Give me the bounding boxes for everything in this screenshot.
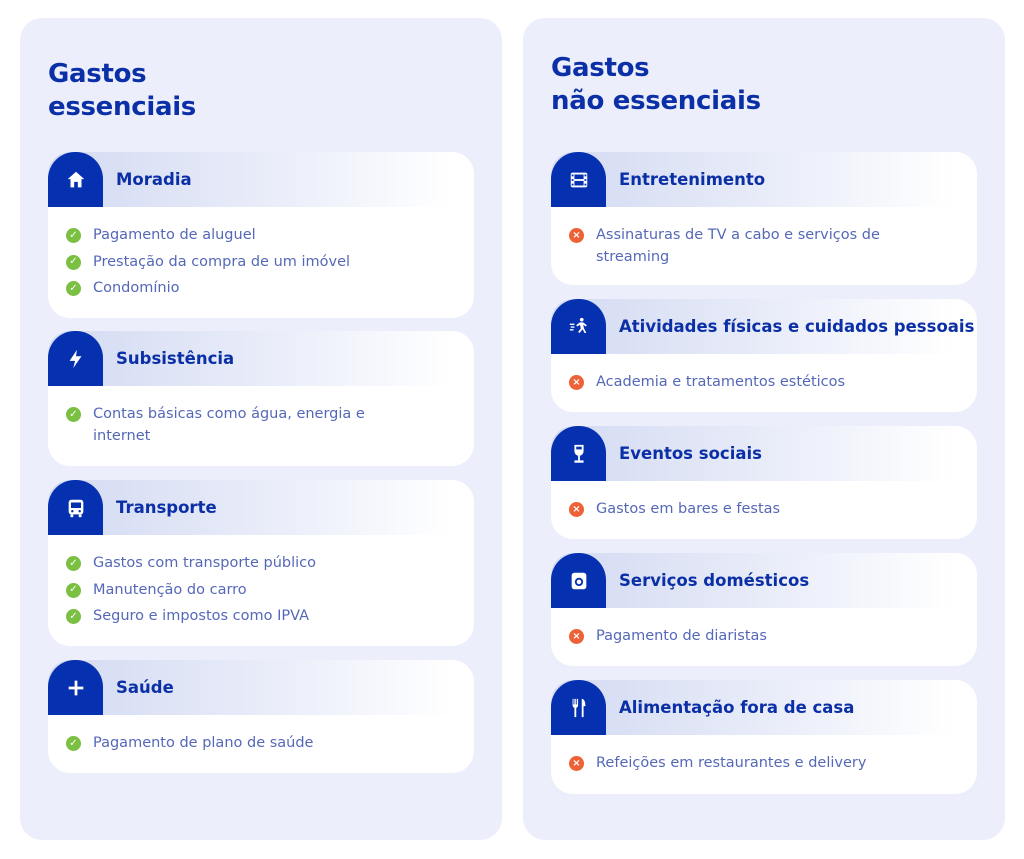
title-line: essenciais — [48, 92, 196, 122]
item-text: Gastos com transporte público — [93, 555, 317, 571]
category-card: Transporte ✓ Gastos com transporte público… — [48, 480, 474, 646]
list-item: ✓ Contas básicas como água, energia e int… — [66, 404, 366, 447]
cross-icon: × — [569, 375, 584, 390]
item-list: × Assinaturas de TV a cabo e serviços de … — [551, 207, 977, 268]
category-card: Eventos sociais × Gastos em bares e festas — [551, 426, 977, 539]
cross-icon: × — [569, 502, 584, 517]
card-title: Subsistência — [116, 349, 235, 368]
item-text: Assinaturas de TV a cabo e serviços de s… — [596, 227, 880, 265]
check-icon: ✓ — [66, 254, 81, 270]
card-title: Atividades físicas e cuidados pessoais — [619, 317, 975, 336]
item-text: Gastos em bares e festas — [596, 501, 781, 517]
running-person-icon — [551, 299, 606, 354]
card-title: Saúde — [116, 678, 174, 697]
plus-icon — [48, 660, 103, 715]
list-item: ✓ Gastos com transporte público — [66, 553, 454, 575]
item-list: ✓ Gastos com transporte público ✓ Manutençã… — [48, 535, 474, 628]
fork-knife-icon — [551, 680, 606, 735]
item-text: Condomínio — [93, 280, 180, 296]
title-line: Gastos — [551, 53, 650, 83]
check-icon: ✓ — [66, 556, 81, 571]
washing-machine-icon — [551, 553, 606, 608]
check-icon: ✓ — [66, 582, 81, 598]
cross-icon: × — [569, 228, 584, 243]
category-card: Alimentação fora de casa × Refeições em re… — [551, 680, 977, 794]
category-card: Atividades físicas e cuidados pessoais × A… — [551, 299, 977, 412]
card-header: Entretenimento — [551, 152, 977, 207]
check-icon: ✓ — [66, 736, 81, 751]
card-title: Transporte — [116, 498, 217, 517]
item-text: Pagamento de aluguel — [93, 227, 256, 243]
item-text: Pagamento de plano de saúde — [93, 735, 314, 751]
item-text: Academia e tratamentos estéticos — [596, 374, 846, 390]
panel-title: Gastos essenciais — [48, 58, 196, 124]
category-card: Saúde ✓ Pagamento de plano de saúde — [48, 660, 474, 773]
film-icon — [551, 152, 606, 207]
check-icon: ✓ — [66, 281, 81, 296]
card-header: Alimentação fora de casa — [551, 680, 977, 735]
category-card: Subsistência ✓ Contas básicas como água, e… — [48, 331, 474, 466]
title-line: Gastos — [48, 59, 147, 89]
bus-icon — [48, 480, 103, 535]
card-title: Entretenimento — [619, 170, 766, 189]
item-list: ✓ Contas básicas como água, energia e int… — [48, 386, 474, 447]
card-title: Serviços domésticos — [619, 571, 810, 590]
title-line: não essenciais — [551, 86, 761, 116]
list-item: × Assinaturas de TV a cabo e serviços de … — [569, 225, 909, 268]
card-header: Atividades físicas e cuidados pessoais — [551, 299, 977, 354]
list-item: × Academia e tratamentos estéticos — [569, 372, 957, 394]
category-card: Entretenimento × Assinaturas de TV a cabo … — [551, 152, 977, 285]
panel-title: Gastos não essenciais — [551, 52, 761, 118]
list-item: ✓ Manutenção do carro — [66, 580, 454, 602]
card-header: Moradia — [48, 152, 474, 207]
list-item: ✓ Prestação da compra de um imóvel — [66, 252, 454, 274]
item-text: Pagamento de diaristas — [596, 628, 767, 644]
category-card: Serviços domésticos × Pagamento de diarist… — [551, 553, 977, 666]
lightning-icon — [48, 331, 103, 386]
item-text: Contas básicas como água, energia e inte… — [93, 406, 365, 444]
check-icon: ✓ — [66, 407, 81, 422]
house-icon — [48, 152, 103, 207]
list-item: ✓ Pagamento de aluguel — [66, 225, 454, 247]
card-header: Subsistência — [48, 331, 474, 386]
item-text: Prestação da compra de um imóvel — [93, 253, 351, 270]
card-header: Transporte — [48, 480, 474, 535]
list-item: × Pagamento de diaristas — [569, 626, 957, 648]
item-list: × Academia e tratamentos estéticos — [551, 354, 977, 394]
non-essential-expenses-panel: Gastos não essenciais Entretenimento × Ass… — [523, 18, 1005, 840]
card-header: Eventos sociais — [551, 426, 977, 481]
essential-expenses-panel: Gastos essenciais Moradia ✓ Pagamento de a… — [20, 18, 502, 840]
item-text: Manutenção do carro — [93, 581, 247, 598]
check-icon: ✓ — [66, 228, 81, 243]
card-title: Moradia — [116, 170, 192, 189]
card-header: Serviços domésticos — [551, 553, 977, 608]
item-list: × Pagamento de diaristas — [551, 608, 977, 648]
category-card: Moradia ✓ Pagamento de aluguel ✓ Prestação d… — [48, 152, 474, 318]
item-list: × Gastos em bares e festas — [551, 481, 977, 521]
cross-icon: × — [569, 756, 584, 771]
check-icon: ✓ — [66, 609, 81, 624]
item-list: × Refeições em restaurantes e delivery — [551, 735, 977, 775]
item-list: ✓ Pagamento de aluguel ✓ Prestação da compr… — [48, 207, 474, 300]
item-text: Refeições em restaurantes e delivery — [596, 755, 867, 771]
card-title: Alimentação fora de casa — [619, 698, 855, 717]
card-title: Eventos sociais — [619, 444, 762, 463]
list-item: ✓ Seguro e impostos como IPVA — [66, 606, 454, 628]
item-text: Seguro e impostos como IPVA — [93, 608, 310, 624]
wine-glass-icon — [551, 426, 606, 481]
list-item: ✓ Condomínio — [66, 278, 454, 300]
list-item: × Gastos em bares e festas — [569, 499, 957, 521]
cross-icon: × — [569, 629, 584, 644]
card-header: Saúde — [48, 660, 474, 715]
list-item: ✓ Pagamento de plano de saúde — [66, 733, 454, 755]
item-list: ✓ Pagamento de plano de saúde — [48, 715, 474, 755]
list-item: × Refeições em restaurantes e delivery — [569, 753, 957, 775]
